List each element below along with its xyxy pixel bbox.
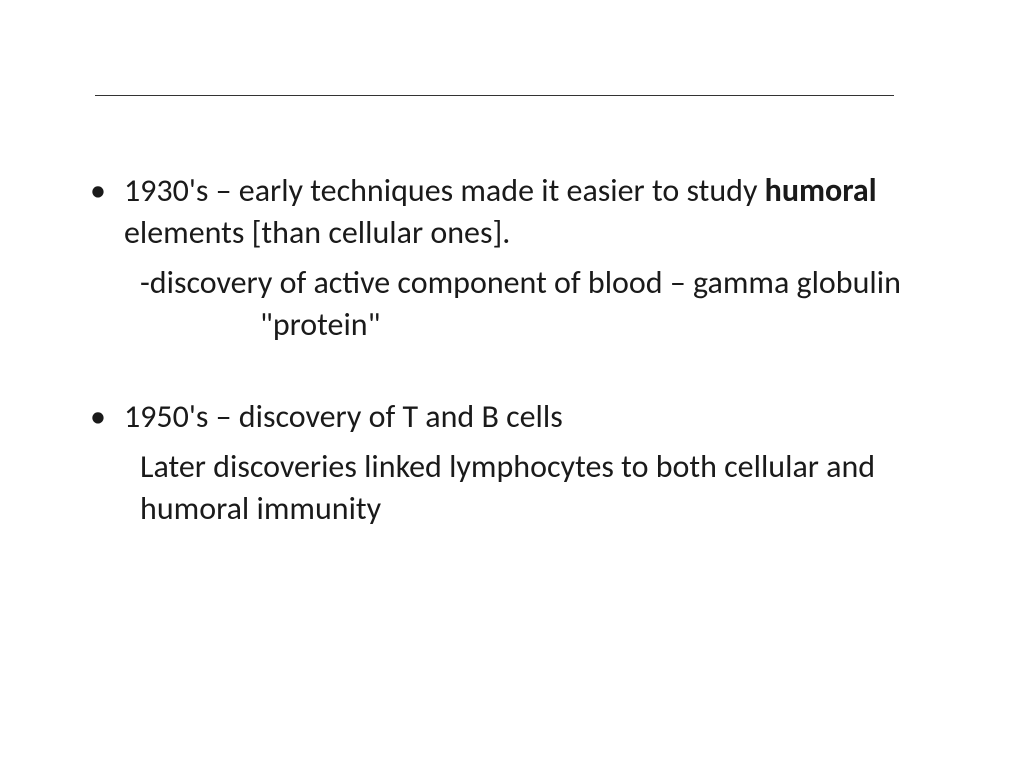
sub-text-1: -discovery of active component of blood … xyxy=(140,262,954,346)
bullet-text-1: 1930's – early techniques made it easier… xyxy=(124,170,954,254)
vertical-spacer xyxy=(90,354,954,396)
bullet-item-2: • 1950's – discovery of T and B cells xyxy=(90,396,954,438)
slide-content: • 1930's – early techniques made it easi… xyxy=(90,170,954,538)
sub-text-2: Later discoveries linked lymphocytes to … xyxy=(140,446,954,530)
bold-text-segment: humoral xyxy=(765,171,877,210)
slide-container: • 1930's – early techniques made it easi… xyxy=(0,0,1024,768)
horizontal-divider xyxy=(95,95,894,96)
bullet-marker-icon: • xyxy=(90,170,106,254)
bullet-marker-icon: • xyxy=(90,396,106,438)
text-segment: 1950's – discovery of T and B cells xyxy=(124,397,563,436)
text-segment: elements [than cellular ones]. xyxy=(124,213,510,252)
bullet-text-2: 1950's – discovery of T and B cells xyxy=(124,396,954,438)
text-segment: 1930's – early techniques made it easier… xyxy=(124,171,765,210)
bullet-item-1: • 1930's – early techniques made it easi… xyxy=(90,170,954,254)
